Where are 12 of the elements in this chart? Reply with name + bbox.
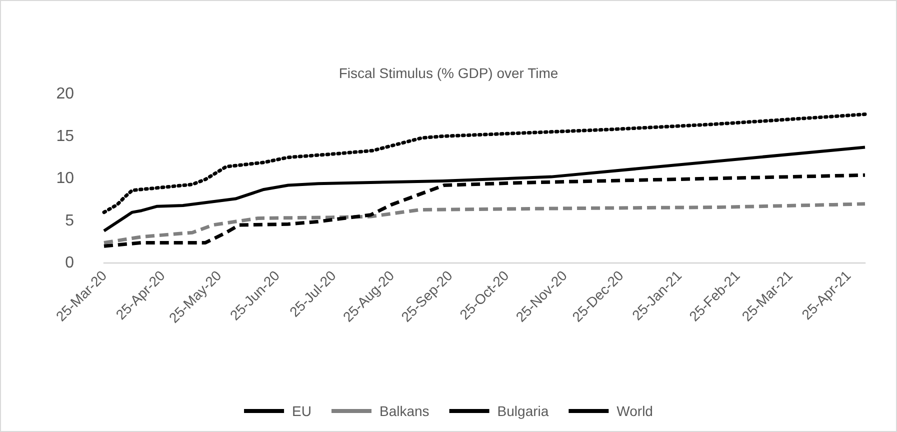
y-tick-label: 20	[56, 86, 74, 102]
y-tick-label: 10	[56, 170, 74, 187]
legend-label: EU	[292, 403, 312, 419]
chart-title: Fiscal Stimulus (% GDP) over Time	[338, 65, 558, 81]
line-series	[102, 202, 867, 244]
line-series	[102, 112, 867, 214]
legend-label: World	[616, 403, 653, 419]
legend-label: Bulgaria	[497, 403, 549, 419]
y-tick-label: 15	[56, 128, 74, 145]
y-tick-label: 0	[65, 254, 74, 272]
y-tick-label: 5	[65, 212, 74, 230]
legend-label: Balkans	[379, 403, 430, 419]
